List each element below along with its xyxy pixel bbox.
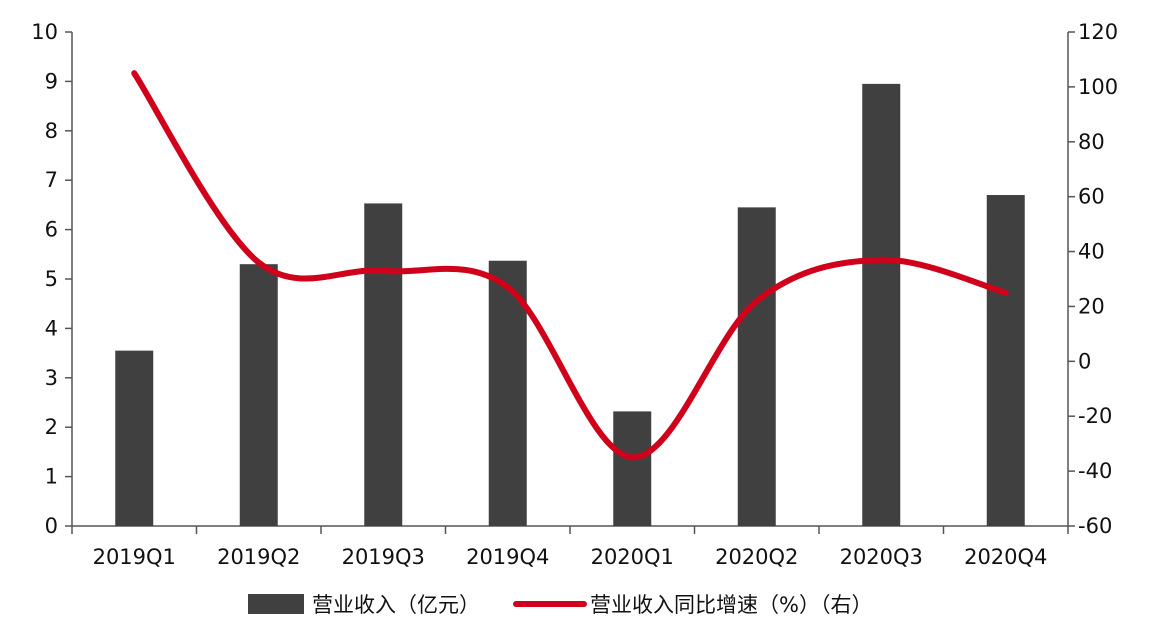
- right-tick-label: -20: [1078, 404, 1112, 428]
- legend-label-growth: 营业收入同比增速（%）（右）: [590, 593, 872, 617]
- left-tick-label: 6: [45, 218, 58, 242]
- x-tick-label: 2020Q2: [715, 545, 798, 569]
- left-tick-label: 0: [45, 514, 58, 538]
- left-tick-label: 2: [45, 415, 58, 439]
- left-tick-label: 1: [45, 465, 58, 489]
- revenue-bar: [115, 350, 154, 526]
- left-tick-label: 5: [45, 267, 58, 291]
- right-tick-label: 20: [1078, 294, 1105, 318]
- right-tick-label: 40: [1078, 240, 1105, 264]
- x-tick-label: 2019Q4: [466, 545, 549, 569]
- revenue-bars: [115, 83, 1025, 527]
- growth-line: [131, 70, 1009, 461]
- left-tick-label: 10: [31, 20, 58, 44]
- left-tick-label: 9: [45, 69, 58, 93]
- right-tick-label: 120: [1078, 20, 1118, 44]
- revenue-bar: [488, 260, 527, 526]
- right-tick-label: -40: [1078, 459, 1112, 483]
- left-tick-label: 8: [45, 119, 58, 143]
- axes: 0 1 2 3 4 5 6 7 8 9 10 -60 -40 -20 0 20 40 60 80 100 120: [31, 20, 1118, 538]
- revenue-bar: [613, 411, 652, 526]
- right-tick-label: 80: [1078, 130, 1105, 154]
- right-tick-label: 0: [1078, 349, 1091, 373]
- revenue-bar: [986, 195, 1025, 526]
- revenue-bar: [364, 203, 403, 526]
- x-tick-labels: 2019Q1 2019Q2 2019Q3 2019Q4 2020Q1 2020Q2 2020…: [93, 545, 1048, 569]
- legend-label-revenue: 营业收入（亿元）: [312, 593, 480, 617]
- x-tick-label: 2019Q2: [217, 545, 300, 569]
- x-tick-label: 2019Q3: [342, 545, 425, 569]
- right-tick-label: 60: [1078, 185, 1105, 209]
- x-tick-label: 2020Q3: [840, 545, 923, 569]
- left-tick-label: 3: [45, 366, 58, 390]
- x-tick-label: 2020Q4: [964, 545, 1047, 569]
- x-tick-label: 2020Q1: [591, 545, 674, 569]
- left-tick-label: 7: [45, 168, 58, 192]
- x-tick-label: 2019Q1: [93, 545, 176, 569]
- legend-swatch-revenue: [248, 594, 304, 614]
- right-tick-label: -60: [1078, 514, 1112, 538]
- growth-line-path: [131, 70, 1009, 461]
- legend: 营业收入（亿元） 营业收入同比增速（%）（右）: [248, 593, 872, 617]
- revenue-bar: [239, 264, 278, 526]
- revenue-bar: [862, 83, 901, 527]
- left-tick-label: 4: [45, 316, 58, 340]
- revenue-bar: [737, 207, 776, 526]
- right-tick-label: 100: [1078, 75, 1118, 99]
